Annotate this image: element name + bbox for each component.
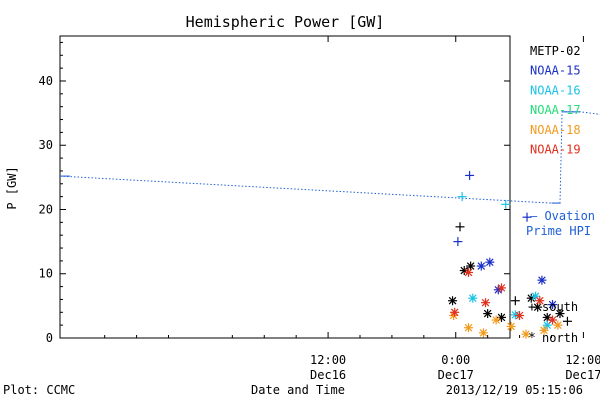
y-tick-label: 40 — [39, 74, 53, 88]
marker-stroke — [548, 316, 557, 324]
y-axis-label: P [GW] — [5, 166, 19, 209]
north-point-marker — [555, 309, 565, 319]
legend-item-noaa-19: NOAA-19 — [530, 143, 581, 157]
legend-ovation-line2: Prime HPI — [526, 224, 591, 238]
x-tick-date: Dec17 — [438, 368, 474, 382]
x-tick-time: 12:00 — [310, 353, 346, 367]
satellite-points — [448, 170, 572, 339]
legend-item-noaa-15: NOAA-15 — [530, 64, 581, 78]
marker-stroke — [477, 262, 486, 270]
marker-stroke — [535, 296, 544, 305]
north-point-marker — [485, 257, 495, 267]
legend-north-label: north — [542, 331, 578, 345]
marker-stroke — [481, 298, 490, 307]
marker-stroke — [448, 296, 457, 305]
footer-timestamp: 2013/12/19 05:15:06 — [446, 383, 583, 397]
marker-stroke — [548, 300, 557, 309]
south-point-marker — [501, 199, 511, 209]
x-axis: 12:00Dec160:00Dec1712:00Dec170:00Dec1812… — [104, 36, 600, 382]
legend-item-noaa-16: NOAA-16 — [530, 83, 581, 97]
north-point-marker — [491, 315, 501, 325]
plot-area — [59, 35, 511, 339]
north-point-marker — [515, 311, 525, 321]
north-point-marker — [521, 329, 531, 339]
north-point-marker — [535, 296, 545, 306]
marker-stroke — [468, 294, 477, 302]
north-point-marker — [496, 312, 506, 322]
north-point-marker — [478, 328, 488, 338]
y-tick-label: 0 — [46, 331, 53, 345]
marker-stroke — [522, 330, 530, 338]
marker-stroke — [460, 266, 469, 275]
marker-stroke — [515, 311, 524, 320]
north-point-marker — [537, 275, 547, 285]
y-tick-label: 20 — [39, 202, 53, 216]
north-point-marker — [448, 296, 458, 306]
plot-frame — [59, 35, 511, 339]
marker-stroke — [483, 309, 492, 318]
south-point-marker — [510, 296, 520, 306]
legend-item-noaa-17: NOAA-17 — [530, 103, 581, 117]
north-point-marker — [464, 323, 474, 333]
x-tick-time: 0:00 — [441, 353, 470, 367]
south-point-marker — [522, 212, 532, 222]
marker-stroke — [497, 284, 506, 292]
legend-item-noaa-18: NOAA-18 — [530, 123, 581, 137]
legend: METP-02 NOAA-15 NOAA-16 NOAA-17 NOAA-18 NOAA-… — [526, 44, 595, 346]
marker-stroke — [556, 309, 564, 318]
north-point-marker — [496, 283, 506, 293]
north-point-marker — [481, 298, 491, 308]
legend-north-symbol: * — [528, 331, 536, 346]
footer-plot-credit: Plot: CCMC — [3, 383, 75, 397]
marker-stroke — [450, 308, 459, 317]
south-point-marker — [455, 222, 465, 232]
marker-stroke — [531, 292, 540, 301]
north-point-marker — [483, 309, 493, 319]
legend-south-label: south — [542, 300, 578, 314]
x-axis-label: Date and Time — [251, 383, 345, 397]
north-point-marker — [466, 261, 476, 271]
y-axis: 0 10 20 30 40 — [39, 41, 510, 345]
x-tick-time: 12:00 — [565, 353, 600, 367]
y-tick-label: 10 — [39, 267, 53, 281]
north-point-marker — [464, 267, 474, 277]
marker-stroke — [464, 323, 473, 332]
south-point-marker — [465, 170, 475, 180]
north-point-marker — [476, 261, 486, 271]
y-tick-label: 30 — [39, 138, 53, 152]
marker-stroke — [511, 311, 520, 319]
legend-item-metp-02: METP-02 — [530, 44, 581, 58]
legend-south-symbol: + — [528, 300, 536, 315]
marker-stroke — [538, 276, 546, 284]
north-point-marker — [539, 325, 549, 335]
marker-stroke — [479, 329, 488, 337]
marker-stroke — [485, 258, 494, 266]
south-point-marker — [562, 316, 572, 326]
north-point-marker — [450, 307, 460, 317]
south-point-marker — [457, 192, 467, 202]
north-point-marker — [468, 293, 478, 303]
ovation-hpi-line — [59, 111, 600, 204]
north-point-marker — [506, 321, 516, 331]
marker-stroke — [554, 321, 562, 329]
north-point-marker — [548, 315, 558, 325]
x-tick-date: Dec17 — [565, 368, 600, 382]
marker-stroke — [464, 268, 473, 277]
marker-stroke — [540, 326, 548, 335]
marker-stroke — [507, 322, 515, 331]
x-tick-date: Dec16 — [310, 368, 346, 382]
legend-satellites: METP-02 NOAA-15 NOAA-16 NOAA-17 NOAA-18 NOAA-… — [530, 44, 581, 157]
south-point-marker — [453, 237, 463, 247]
marker-stroke — [543, 313, 552, 322]
legend-ovation-line1: — Ovation — [530, 209, 595, 223]
north-point-marker — [548, 300, 558, 310]
marker-stroke — [492, 316, 500, 324]
chart-title: Hemispheric Power [GW] — [186, 13, 385, 31]
